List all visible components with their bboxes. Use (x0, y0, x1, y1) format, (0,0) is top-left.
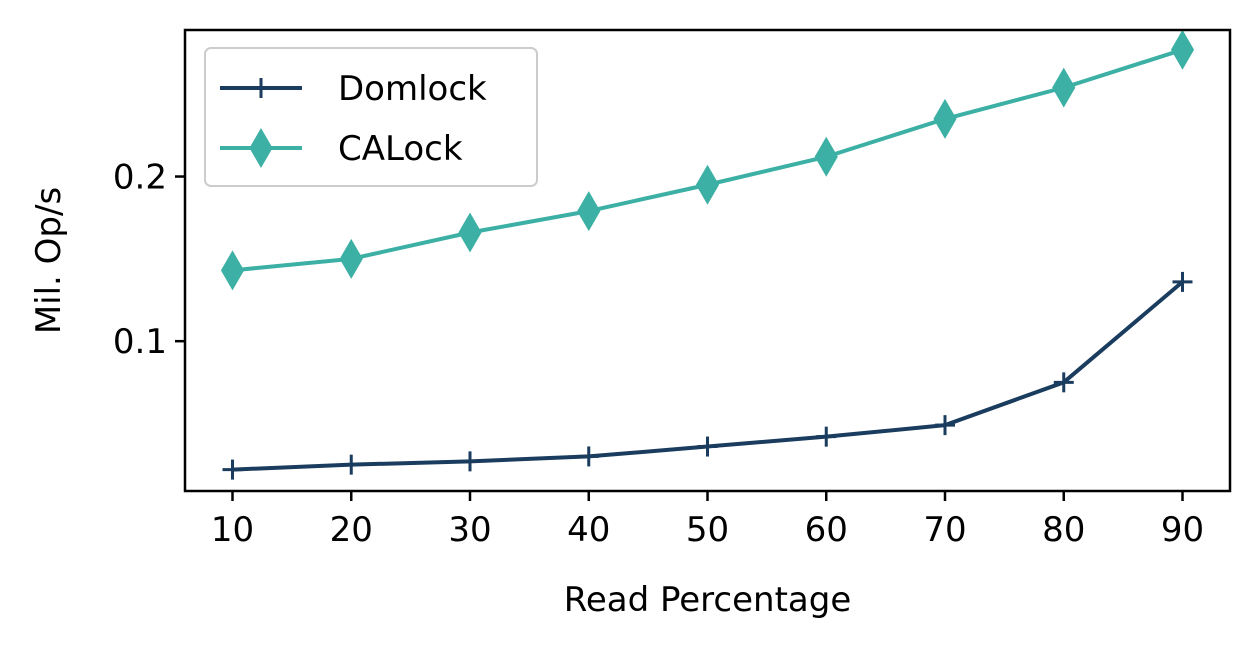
legend-entry-domlock: Domlock (220, 69, 487, 109)
data-point-calock (933, 98, 957, 139)
x-tick-label: 50 (686, 510, 729, 550)
data-point-domlock (697, 436, 718, 457)
legend-entry-calock: CALock (220, 128, 463, 169)
x-tick-label: 80 (1042, 510, 1085, 550)
x-axis-ticks: 10 20 30 40 50 60 70 80 90 (211, 491, 1204, 550)
data-point-domlock (935, 415, 955, 436)
legend-marker (249, 128, 273, 168)
legend-label: CALock (338, 129, 463, 169)
data-point-domlock (460, 451, 480, 472)
data-point-domlock (578, 446, 599, 467)
y-axis-ticks: 0.1 0.2 (113, 158, 185, 362)
data-point-calock (695, 164, 720, 205)
data-point-domlock (222, 459, 243, 480)
legend-label: Domlock (338, 69, 487, 109)
legend: Domlock CALock (204, 47, 538, 187)
plot-frame (183, 28, 1232, 493)
data-point-domlock (1053, 372, 1074, 393)
x-tick-label: 90 (1161, 510, 1204, 550)
data-point-calock (1170, 29, 1195, 70)
x-axis-label: Read Percentage (564, 580, 852, 620)
data-point-calock (339, 238, 363, 279)
series-calock (220, 29, 1195, 291)
data-point-calock (1052, 67, 1076, 108)
x-tick-label: 20 (330, 510, 373, 550)
series-domlock (222, 271, 1193, 480)
data-point-calock (220, 250, 245, 291)
y-tick-label: 0.1 (113, 322, 167, 362)
x-tick-label: 60 (805, 510, 848, 550)
data-point-domlock (341, 454, 362, 475)
legend-box (204, 47, 538, 187)
x-tick-label: 30 (448, 510, 491, 550)
legend-marker (251, 78, 271, 98)
y-axis-label: Mil. Op/s (29, 187, 69, 334)
x-tick-label: 40 (567, 510, 610, 550)
data-point-calock (458, 212, 482, 253)
data-point-domlock (816, 426, 837, 447)
x-tick-label: 70 (923, 510, 966, 550)
data-point-domlock (1172, 271, 1193, 292)
data-point-calock (577, 191, 601, 232)
data-point-calock (814, 136, 838, 177)
x-tick-label: 10 (211, 510, 254, 550)
series-layer (220, 29, 1195, 480)
y-tick-label: 0.2 (113, 158, 167, 198)
